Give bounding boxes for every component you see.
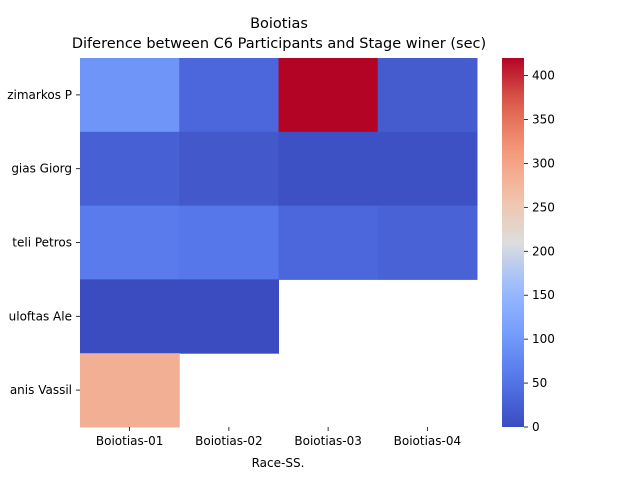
- colorbar-tick-label: 0: [532, 420, 540, 434]
- y-tick-label: gias Giorg: [11, 162, 72, 176]
- heatmap-cell: [377, 131, 478, 207]
- colorbar-tick-label: 300: [532, 156, 555, 170]
- colorbar-tick-label: 200: [532, 244, 555, 258]
- y-tick-label: uloftas Ale: [9, 309, 72, 323]
- colorbar-tick-label: 250: [532, 200, 555, 214]
- x-axis-ticks: Boiotias-01 Boiotias-02 Boiotias-03 Boiotia…: [96, 427, 461, 448]
- colorbar: [502, 58, 524, 427]
- heatmap-cell: [80, 131, 180, 207]
- x-tick-label: Boiotias-04: [394, 434, 462, 448]
- heatmap-cell: [179, 205, 279, 280]
- heatmap-cell: [80, 279, 180, 354]
- chart-subtitle: Diference between C6 Participants and St…: [72, 36, 486, 52]
- heatmap-cell: [377, 58, 478, 133]
- y-tick-label: zimarkos P: [7, 88, 72, 102]
- y-tick-label: teli Petros: [12, 236, 72, 250]
- colorbar-tick-label: 350: [532, 113, 555, 127]
- colorbar-tick-label: 100: [532, 332, 555, 346]
- heatmap-cell: [80, 205, 180, 280]
- chart-title: Boiotias: [250, 16, 308, 32]
- colorbar-tick-label: 50: [532, 376, 547, 390]
- heatmap-cell: [278, 131, 379, 207]
- x-tick-label: Boiotias-01: [96, 434, 164, 448]
- heatmap-cell: [278, 205, 379, 280]
- x-tick-label: Boiotias-02: [195, 434, 263, 448]
- heatmap-cells: [80, 58, 478, 428]
- colorbar-tick-label: 400: [532, 69, 555, 83]
- heatmap-cell: [80, 58, 180, 133]
- x-tick-label: Boiotias-03: [294, 434, 362, 448]
- x-axis-label: Race-SS.: [252, 456, 305, 470]
- colorbar-tick-label: 150: [532, 288, 555, 302]
- y-axis-ticks: zimarkos P gias Giorg teli Petros uloftas A…: [7, 88, 80, 397]
- heatmap-cell: [377, 205, 478, 280]
- heatmap-cell: [179, 279, 279, 354]
- colorbar-ticks: 0 50 100 150 200 250 300 350 400: [524, 69, 555, 434]
- heatmap-cell: [80, 353, 180, 428]
- heatmap-cell: [179, 58, 279, 133]
- heatmap-cell: [278, 58, 379, 133]
- heatmap-cell: [179, 131, 279, 207]
- y-tick-label: anis Vassil: [10, 383, 72, 397]
